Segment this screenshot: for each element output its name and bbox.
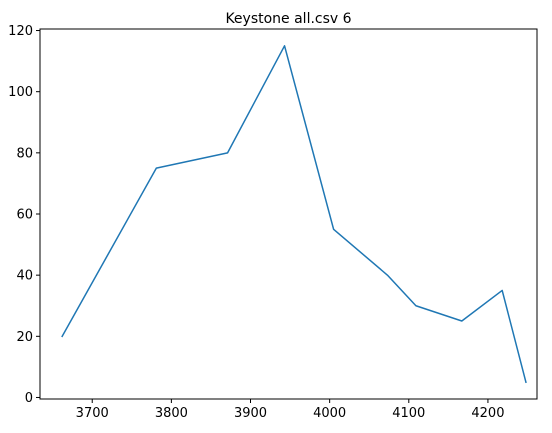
x-tick-label: 4100 (392, 406, 425, 421)
x-tick-label: 3700 (76, 406, 109, 421)
series-line (61, 45, 527, 384)
y-tick-label: 0 (25, 391, 33, 406)
x-tick-label: 3800 (155, 406, 188, 421)
x-axis: 3700 3800 3900 4000 4100 4200 (76, 399, 504, 421)
y-tick-label: 120 (8, 24, 33, 39)
plot-area (61, 45, 527, 384)
y-tick-label: 20 (16, 330, 33, 345)
y-tick-label: 100 (8, 85, 33, 100)
plot-frame (39, 28, 538, 400)
y-tick-label: 60 (16, 208, 33, 223)
y-tick-label: 40 (16, 269, 33, 284)
chart-title: Keystone all.csv 6 (225, 11, 351, 27)
y-tick-label: 80 (16, 146, 33, 161)
x-tick-label: 4000 (313, 406, 346, 421)
x-tick-label: 3900 (234, 406, 267, 421)
y-axis: 0 20 40 60 80 100 120 (8, 24, 40, 406)
x-tick-label: 4200 (471, 406, 504, 421)
